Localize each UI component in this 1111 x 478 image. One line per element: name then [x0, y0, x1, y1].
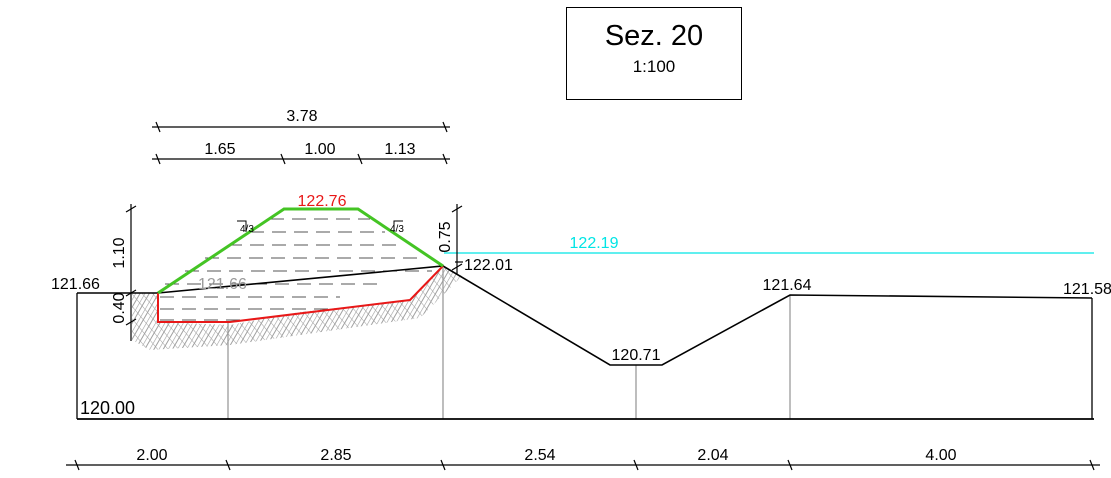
left-grey-elevation: 121.66 — [198, 276, 247, 293]
section-scale: 1:100 — [632, 57, 676, 76]
top-dimension-part: 1.00 — [304, 141, 335, 158]
embankment-toe-elevation: 122.01 — [464, 257, 513, 274]
embankment-outline — [157, 207, 444, 295]
top-dimension-part: 1.65 — [204, 141, 235, 158]
slope-symbol-left — [237, 220, 247, 232]
right-bank-elevation: 121.64 — [763, 277, 812, 294]
soil-hatch — [132, 266, 462, 350]
bottom-dimension: 2.54 — [524, 447, 555, 464]
bottom-dimension: 2.85 — [320, 447, 351, 464]
top-dimension-lines — [152, 121, 450, 165]
right-end-elevation: 121.58 — [1063, 281, 1111, 298]
vertical-dimension-right: 0.75 — [437, 221, 454, 252]
station-verticals — [76, 268, 1093, 419]
top-dimension-part: 1.13 — [384, 141, 415, 158]
section-title: Sez. 20 — [604, 20, 704, 52]
excavation-outline — [157, 265, 444, 323]
slope-label-left: 4/3 — [240, 224, 254, 235]
bottom-dimension: 2.04 — [697, 447, 728, 464]
left-edge-elevation: 121.66 — [51, 276, 100, 293]
bottom-dimension-lines — [66, 459, 1100, 471]
vertical-dimension-left-lower: 0.40 — [111, 292, 128, 323]
slope-symbol-right — [393, 220, 403, 232]
crest-elevation: 122.76 — [298, 193, 347, 210]
bottom-dimension: 4.00 — [925, 447, 956, 464]
water-elevation: 122.19 — [570, 235, 619, 252]
top-dimension-total: 3.78 — [286, 108, 317, 125]
vertical-dimension-left-upper: 1.10 — [111, 237, 128, 268]
section-title-box: Sez. 20 1:100 — [566, 7, 742, 100]
ditch-bottom-elevation: 120.71 — [612, 347, 661, 364]
datum-elevation: 120.00 — [80, 398, 135, 418]
bottom-dimension: 2.00 — [136, 447, 167, 464]
slope-label-right: 4/3 — [390, 224, 404, 235]
